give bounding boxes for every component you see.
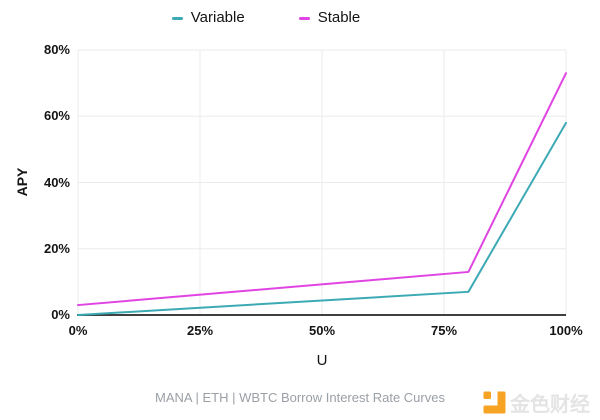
x-tick-label: 100% bbox=[549, 323, 583, 338]
jinse-logo-icon bbox=[483, 391, 506, 414]
x-axis-title: U bbox=[316, 352, 328, 369]
chart-gridlines bbox=[77, 49, 567, 316]
variable-rate-line bbox=[77, 121, 567, 316]
variable-series-swatch-icon bbox=[171, 16, 183, 20]
chart-caption: MANA | ETH | WBTC Borrow Interest Rate C… bbox=[155, 390, 445, 405]
chart-legend: Variable Stable bbox=[0, 9, 566, 27]
stable-series-label: Stable bbox=[317, 9, 361, 26]
x-tick-label: 75% bbox=[430, 323, 458, 338]
stable-series-swatch-icon bbox=[298, 16, 310, 20]
y-tick-label: 0% bbox=[51, 307, 70, 322]
stable-rate-line bbox=[77, 72, 567, 307]
x-tick-label: 50% bbox=[308, 323, 336, 338]
chart-series-lines bbox=[77, 72, 567, 316]
legend-item-stable[interactable]: Stable bbox=[298, 9, 361, 27]
legend-item-variable[interactable]: Variable bbox=[171, 9, 245, 27]
x-tick-label: 25% bbox=[186, 323, 214, 338]
y-axis-title: APY bbox=[14, 167, 30, 197]
jinse-finance-watermark: 金色财经 bbox=[483, 388, 590, 417]
variable-series-label: Variable bbox=[190, 9, 245, 26]
y-tick-label: 20% bbox=[43, 240, 70, 256]
y-tick-label: 80% bbox=[43, 42, 70, 57]
jinse-brand-text: 金色财经 bbox=[510, 394, 590, 416]
x-tick-label: 0% bbox=[68, 323, 88, 338]
y-tick-label: 60% bbox=[43, 108, 70, 124]
y-tick-label: 40% bbox=[43, 174, 70, 190]
